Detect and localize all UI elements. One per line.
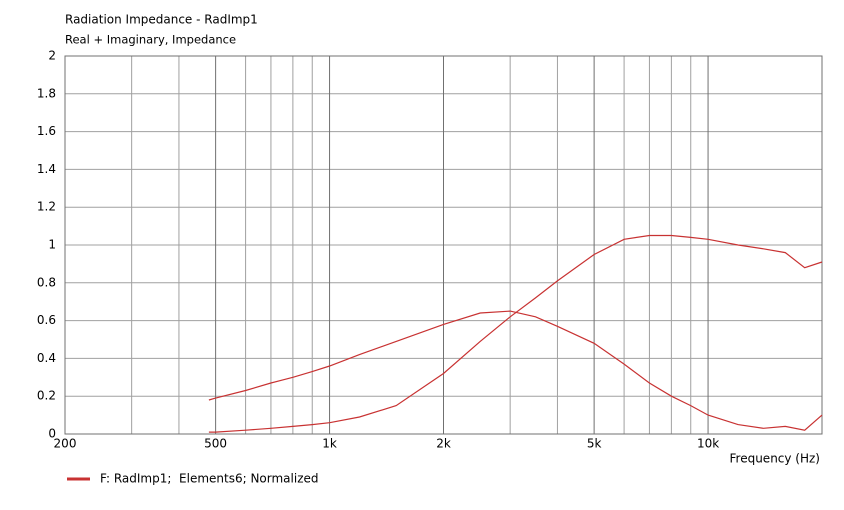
y-tick-label: 0.6 (37, 313, 56, 327)
y-tick-label: 1.4 (37, 162, 56, 176)
x-tick-label: 1k (322, 437, 337, 451)
y-tick-label: 0.8 (37, 275, 56, 289)
x-tick-label: 500 (204, 437, 227, 451)
y-tick-label: 1 (48, 238, 56, 252)
y-tick-label: 1.2 (37, 200, 56, 214)
chart-subtitle: Real + Imaginary, Impedance (65, 33, 236, 47)
y-tick-label: 1.6 (37, 124, 56, 138)
y-tick-label: 1.8 (37, 86, 56, 100)
chart-title: Radiation Impedance - RadImp1 (65, 13, 258, 27)
y-tick-label: 0 (48, 427, 56, 441)
plot-frame (64, 55, 823, 435)
x-tick-label: 10k (697, 437, 719, 451)
legend-label: F: RadImp1; Elements6; Normalized (100, 472, 319, 486)
x-axis-label: Frequency (Hz) (730, 452, 821, 466)
series-line (208, 234, 823, 433)
y-tick-label: 2 (48, 49, 56, 63)
x-tick-label: 200 (54, 437, 77, 451)
y-tick-label: 0.4 (37, 351, 56, 365)
y-tick-label: 0.2 (37, 389, 56, 403)
series-line (208, 310, 823, 431)
x-tick-label: 2k (436, 437, 451, 451)
x-tick-label: 5k (587, 437, 602, 451)
